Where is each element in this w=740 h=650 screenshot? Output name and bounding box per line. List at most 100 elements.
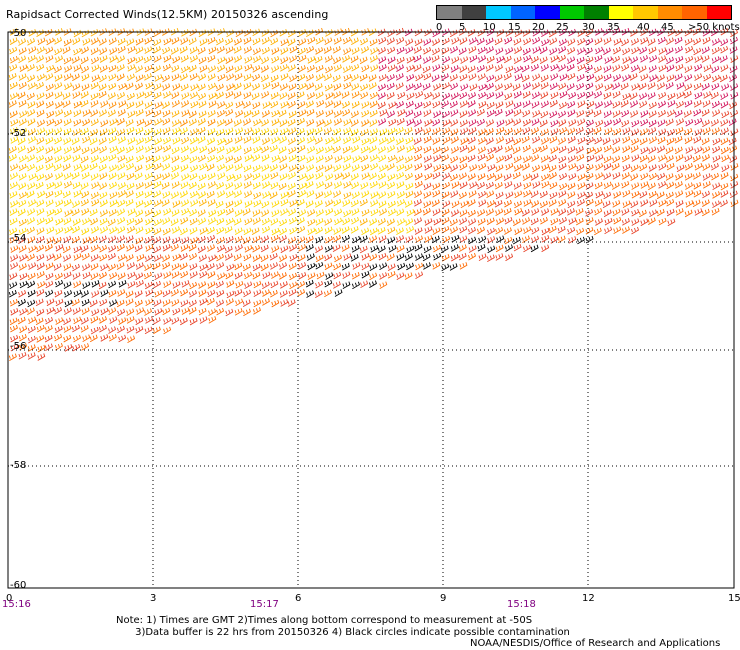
wind-barb bbox=[513, 200, 522, 209]
wind-barb bbox=[117, 199, 126, 208]
wind-barb bbox=[693, 100, 702, 108]
wind-barb bbox=[379, 109, 388, 117]
wind-barb bbox=[370, 162, 379, 171]
wind-barb bbox=[595, 119, 604, 128]
wind-barb bbox=[305, 279, 314, 288]
wind-barb bbox=[189, 263, 198, 271]
wind-barb bbox=[28, 262, 37, 270]
wind-barb bbox=[197, 126, 206, 135]
wind-barb bbox=[145, 316, 154, 324]
wind-barb bbox=[90, 37, 99, 45]
wind-barb bbox=[386, 92, 395, 100]
wind-barb bbox=[305, 100, 314, 109]
wind-barb bbox=[145, 162, 154, 171]
wind-barb bbox=[107, 253, 116, 261]
wind-barb bbox=[261, 209, 270, 218]
wind-barb bbox=[647, 155, 656, 163]
wind-barb bbox=[234, 199, 243, 208]
wind-barb bbox=[630, 100, 639, 108]
wind-barb bbox=[612, 172, 621, 180]
wind-barb bbox=[135, 317, 144, 326]
wind-barb bbox=[235, 100, 244, 109]
wind-barb bbox=[270, 128, 279, 136]
wind-barb bbox=[36, 155, 45, 163]
wind-barb bbox=[378, 83, 387, 92]
wind-barb bbox=[198, 92, 207, 101]
wind-barb bbox=[10, 334, 19, 343]
wind-barb bbox=[179, 190, 188, 198]
wind-barb bbox=[640, 172, 649, 181]
wind-barb bbox=[467, 65, 476, 74]
footnote-line-1: Note: 1) Times are GMT 2)Times along bot… bbox=[116, 615, 533, 626]
wind-barb bbox=[80, 46, 89, 55]
wind-barb bbox=[432, 208, 441, 217]
wind-barb bbox=[694, 73, 703, 81]
wind-barb bbox=[18, 218, 27, 227]
wind-barb bbox=[126, 182, 135, 191]
wind-barb bbox=[18, 227, 27, 236]
wind-barb bbox=[289, 74, 298, 83]
wind-barb bbox=[432, 127, 441, 135]
wind-barb bbox=[413, 199, 422, 207]
wind-barb bbox=[253, 299, 262, 308]
wind-barb bbox=[658, 128, 667, 137]
wind-barb bbox=[586, 73, 595, 82]
wind-barb bbox=[603, 209, 612, 218]
wind-barb bbox=[36, 29, 45, 37]
wind-barb bbox=[36, 109, 45, 118]
wind-barb bbox=[387, 46, 396, 55]
wind-barb bbox=[63, 334, 72, 343]
wind-barb bbox=[225, 56, 234, 64]
wind-barb bbox=[55, 109, 64, 117]
wind-barb bbox=[370, 191, 379, 199]
wind-barb bbox=[495, 101, 504, 109]
wind-barb bbox=[99, 128, 108, 136]
wind-barb bbox=[369, 253, 378, 262]
wind-barb bbox=[72, 272, 81, 280]
wind-barb bbox=[208, 308, 217, 317]
wind-barb bbox=[244, 217, 253, 226]
wind-barb bbox=[91, 181, 100, 190]
wind-barb bbox=[477, 209, 486, 217]
wind-barb bbox=[144, 326, 153, 335]
wind-barb bbox=[117, 92, 125, 100]
wind-barb bbox=[604, 56, 613, 64]
wind-barb bbox=[54, 333, 63, 342]
wind-barb bbox=[91, 198, 100, 207]
wind-barb bbox=[270, 29, 279, 38]
wind-barb bbox=[116, 235, 125, 243]
wind-barb bbox=[37, 127, 46, 136]
wind-barb bbox=[532, 46, 541, 54]
wind-barb bbox=[458, 172, 467, 180]
wind-barb bbox=[207, 271, 216, 279]
wind-barb bbox=[379, 262, 388, 271]
wind-barb bbox=[143, 73, 152, 81]
wind-barb bbox=[208, 82, 217, 91]
wind-barb bbox=[154, 272, 163, 281]
wind-barb bbox=[378, 56, 387, 64]
wind-barb bbox=[100, 226, 109, 234]
wind-barb bbox=[244, 64, 253, 72]
wind-barb bbox=[324, 190, 332, 199]
wind-barb bbox=[81, 307, 90, 316]
wind-barb bbox=[440, 245, 449, 254]
wind-barb bbox=[54, 181, 63, 189]
wind-barb bbox=[360, 83, 369, 92]
wind-barb bbox=[127, 271, 136, 280]
wind-barb bbox=[81, 343, 90, 351]
wind-barb bbox=[82, 334, 91, 342]
wind-barb bbox=[558, 110, 567, 119]
wind-barb bbox=[496, 217, 505, 226]
wind-barb bbox=[612, 137, 621, 146]
wind-barb bbox=[154, 101, 163, 110]
wind-barb bbox=[441, 254, 450, 262]
wind-barb bbox=[71, 324, 80, 333]
wind-barb bbox=[216, 46, 225, 54]
wind-barb bbox=[215, 37, 224, 46]
wind-barb bbox=[386, 253, 395, 261]
wind-barb bbox=[404, 127, 413, 135]
wind-barb bbox=[631, 128, 640, 137]
wind-barb bbox=[361, 109, 370, 118]
wind-barb bbox=[640, 128, 649, 136]
wind-barb bbox=[530, 173, 539, 181]
